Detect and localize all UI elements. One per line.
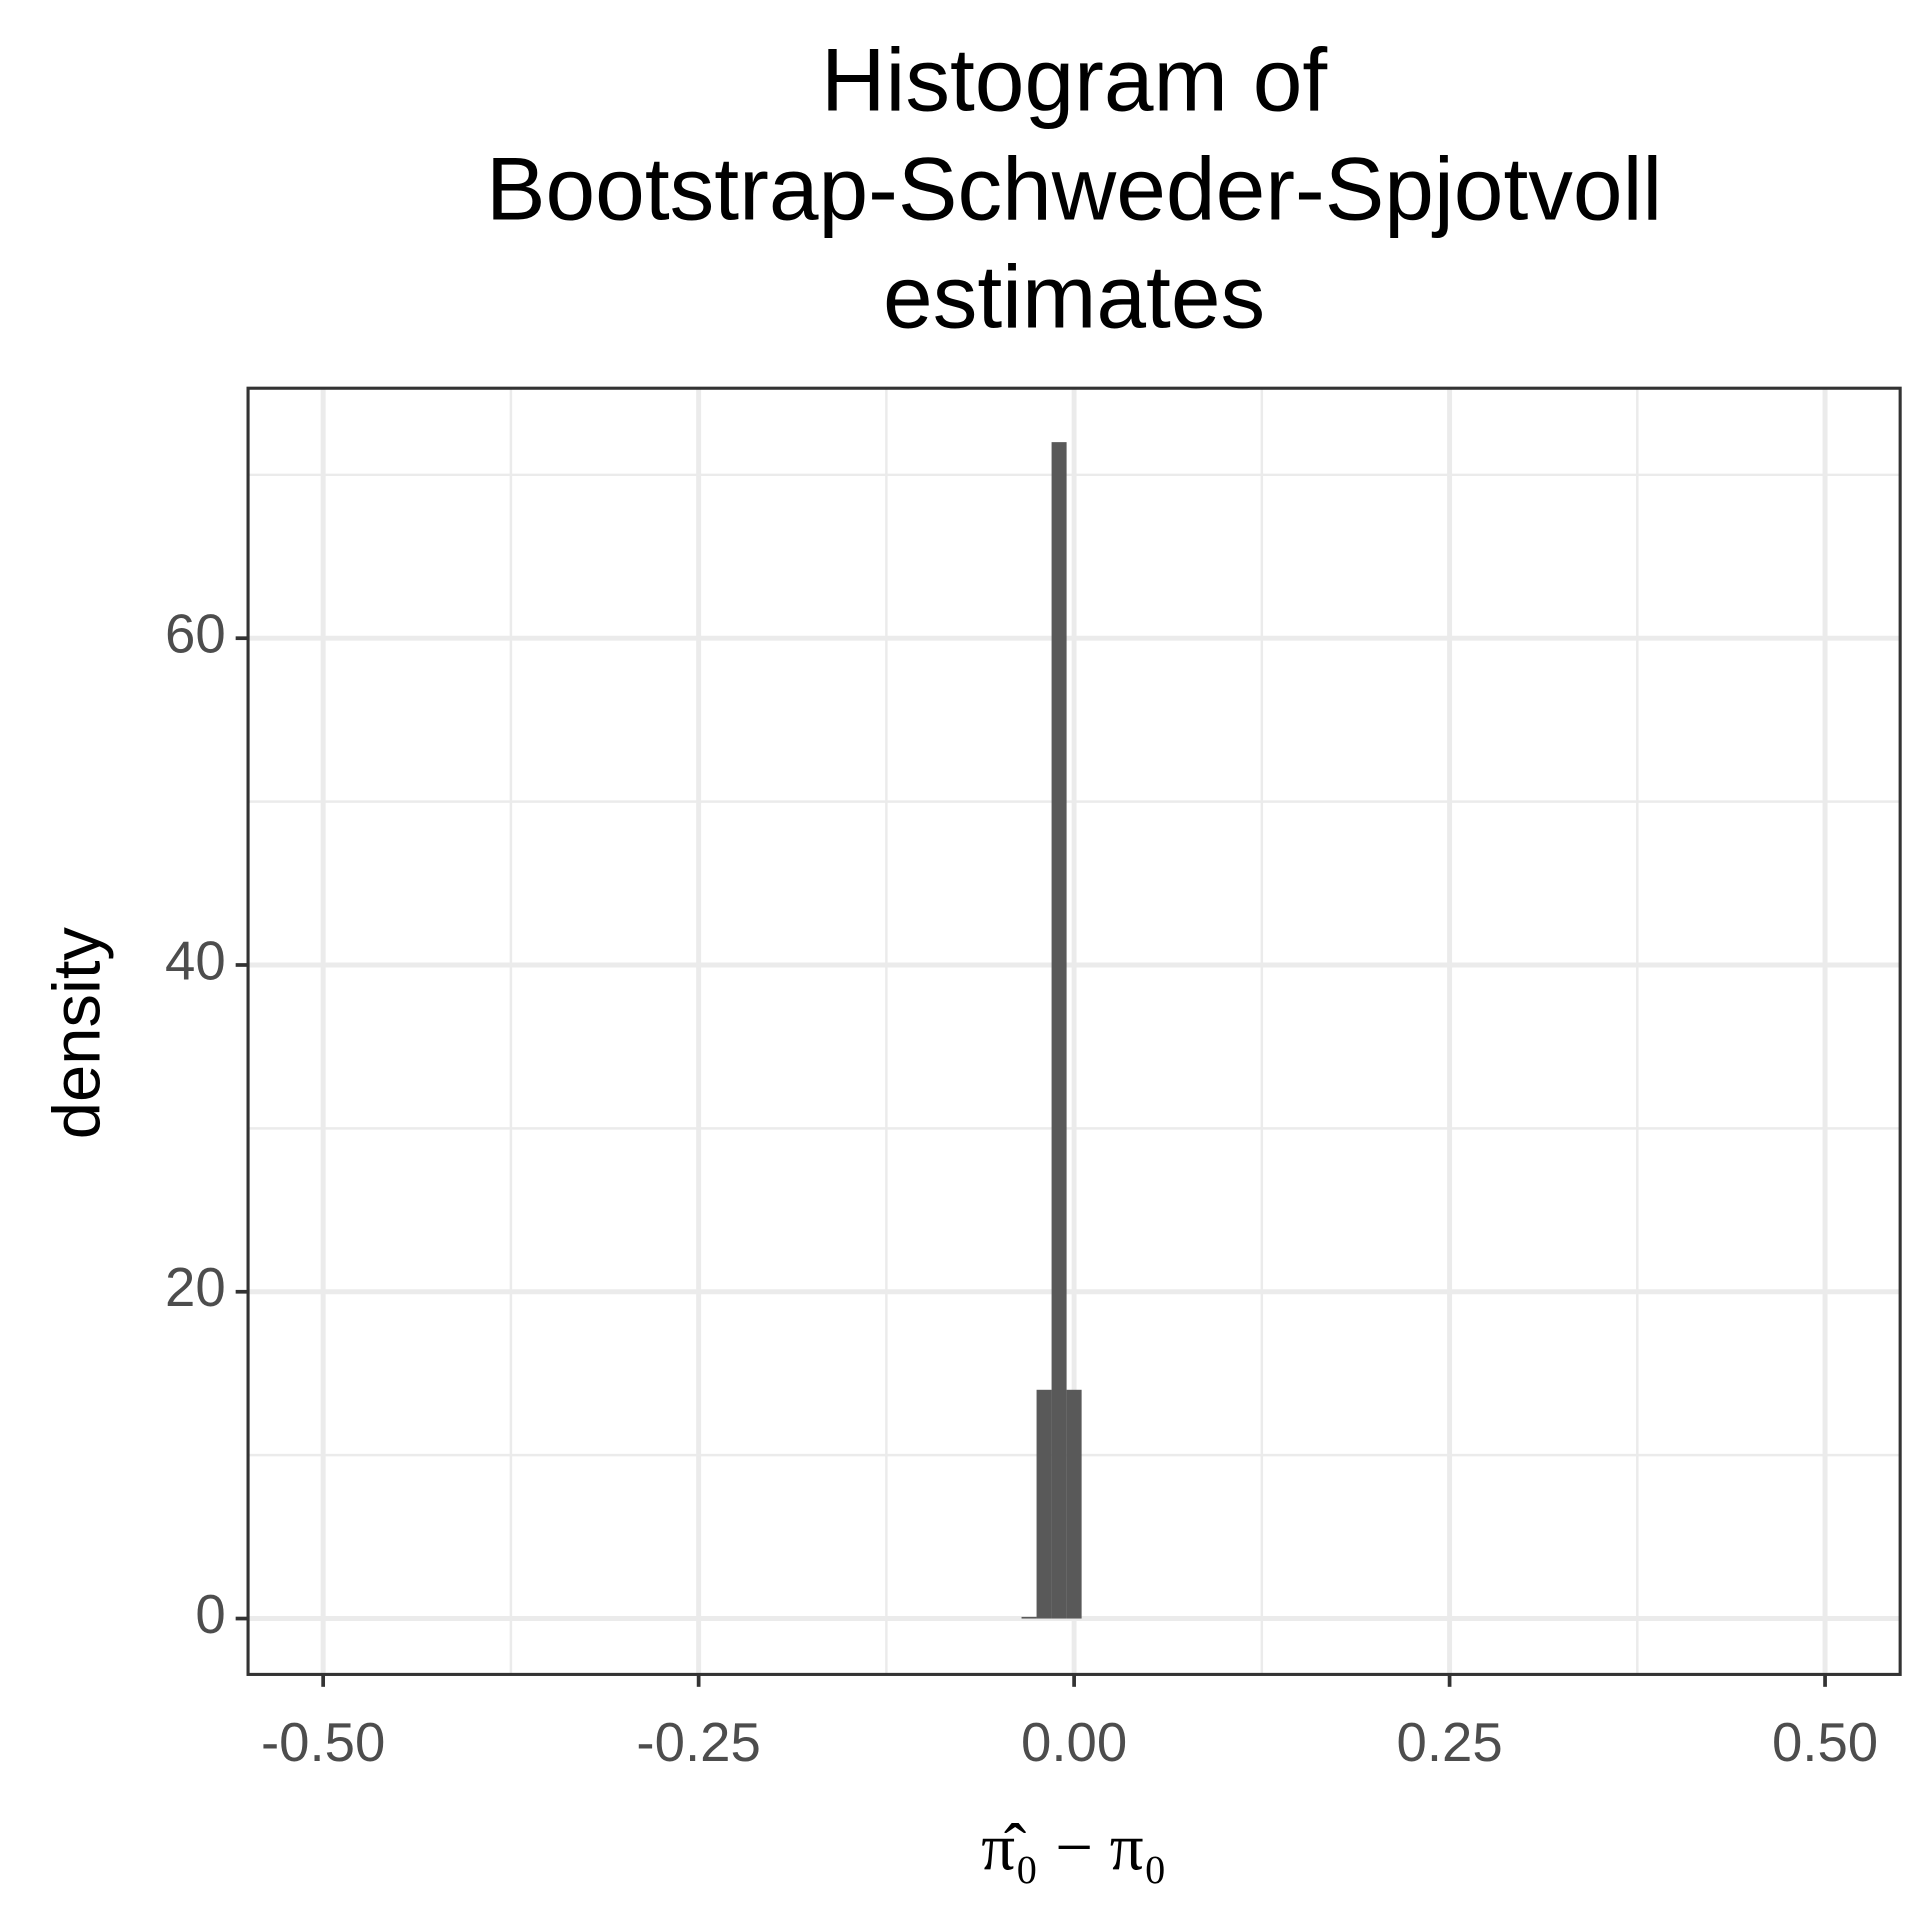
x-tick-label: 0.50 [1772,1712,1878,1773]
y-axis-title: density [40,927,115,1140]
x-tick-label: 0.25 [1396,1712,1502,1773]
x-tick-label: -0.25 [636,1712,760,1773]
y-tick-label: 40 [165,930,226,991]
bar [1051,442,1067,1619]
bar [1021,1616,1037,1619]
panel-border [246,386,1902,1676]
y-tick-label: 20 [165,1257,226,1318]
chart-title: Histogram of [821,29,1327,129]
chart-title: Bootstrap-Schweder-Spjotvoll [486,139,1662,239]
bar [1036,1389,1052,1619]
y-tick-label: 0 [195,1584,225,1645]
x-tick-label: -0.50 [261,1712,385,1773]
x-tick-label: 0.00 [1021,1712,1127,1773]
y-tick-label: 60 [165,604,226,665]
bar [1066,1389,1082,1619]
x-axis-title: π̂₀ − π₀ [981,1811,1167,1885]
chart-title: estimates [883,246,1265,346]
